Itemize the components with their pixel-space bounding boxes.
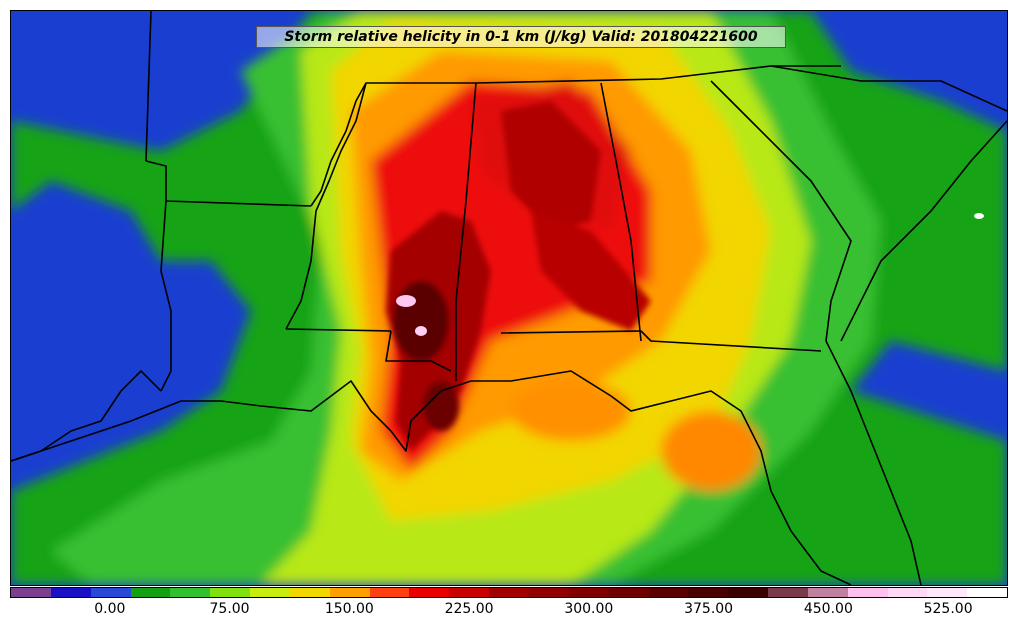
colorbar-segment — [409, 588, 450, 597]
colorbar-segment — [11, 588, 51, 597]
colorbar — [10, 587, 1008, 598]
colorbar-segment — [768, 588, 808, 597]
colorbar-segment — [927, 588, 968, 597]
colorbar-ticks: 0.00 75.00 150.00 225.00 300.00 375.00 450.00 5… — [10, 601, 1008, 623]
map-frame: Storm relative helicity in 0-1 km (J/kg)… — [10, 10, 1008, 586]
colorbar-tick-label: 0.00 — [94, 601, 126, 617]
colorbar-segment — [489, 588, 529, 597]
border-georgia-sc — [710, 80, 852, 342]
colorbar-segment — [967, 588, 1008, 597]
colorbar-tick-label: 375.00 — [684, 601, 734, 617]
helicity-core — [386, 101, 651, 451]
border-mississippi-alabama — [455, 82, 477, 381]
colorbar-segment — [528, 588, 569, 597]
colorbar-segment — [807, 588, 848, 597]
border-mexico — [11, 370, 162, 462]
border-arkansas-south — [285, 328, 392, 332]
field-maroon-south — [423, 381, 459, 431]
colorbar-segment — [648, 588, 689, 597]
colorbar-segment — [289, 588, 330, 597]
map-title: Storm relative helicity in 0-1 km (J/kg)… — [256, 26, 786, 48]
colorbar-segment — [170, 588, 211, 597]
colorbar-segment — [90, 588, 131, 597]
colorbar-segment — [688, 588, 729, 597]
field-orange-center — [511, 381, 631, 441]
border-tennessee-north — [475, 65, 841, 84]
border-texas-north — [145, 160, 312, 207]
field-darkred-band — [531, 211, 651, 331]
border-alabama-georgia — [600, 82, 642, 342]
border-texas-louisiana — [160, 200, 172, 392]
border-mississippi-river — [285, 82, 367, 330]
field-peak-3 — [974, 213, 984, 219]
colorbar-segment — [568, 588, 609, 597]
colorbar-segment — [210, 588, 251, 597]
colorbar-tick-label: 150.00 — [324, 601, 374, 617]
colorbar-segment — [728, 588, 769, 597]
colorbar-segment — [130, 588, 171, 597]
colorbar-segment — [847, 588, 888, 597]
border-alabama-florida — [500, 330, 822, 352]
colorbar-segment — [329, 588, 370, 597]
colorbar-tick-label: 525.00 — [923, 601, 973, 617]
field-darkred-north — [501, 101, 601, 231]
coastline-atlantic — [840, 120, 1007, 342]
colorbar-tick-label: 450.00 — [803, 601, 853, 617]
coastline-florida-east — [825, 340, 922, 585]
helicity-map — [11, 11, 1007, 585]
colorbar-segment — [50, 588, 91, 597]
field-peak-2 — [415, 326, 427, 336]
colorbar-segment — [369, 588, 410, 597]
colorbar-segment — [250, 588, 290, 597]
colorbar-tick-label: 225.00 — [444, 601, 494, 617]
colorbar-tick-label: 300.00 — [564, 601, 614, 617]
field-peak-1 — [396, 295, 416, 307]
field-maroon-core — [393, 281, 449, 361]
colorbar-segment — [887, 588, 928, 597]
colorbar-segment — [449, 588, 490, 597]
colorbar-tick-label: 75.00 — [209, 601, 250, 617]
colorbar-segment — [608, 588, 649, 597]
field-orange-east — [661, 411, 761, 491]
border-carolinas — [770, 65, 1007, 112]
border-louisiana-mississippi — [385, 330, 452, 372]
state-boundaries — [11, 11, 1007, 585]
coastline-gulf — [11, 370, 852, 585]
border-oklahoma-east — [145, 11, 152, 162]
